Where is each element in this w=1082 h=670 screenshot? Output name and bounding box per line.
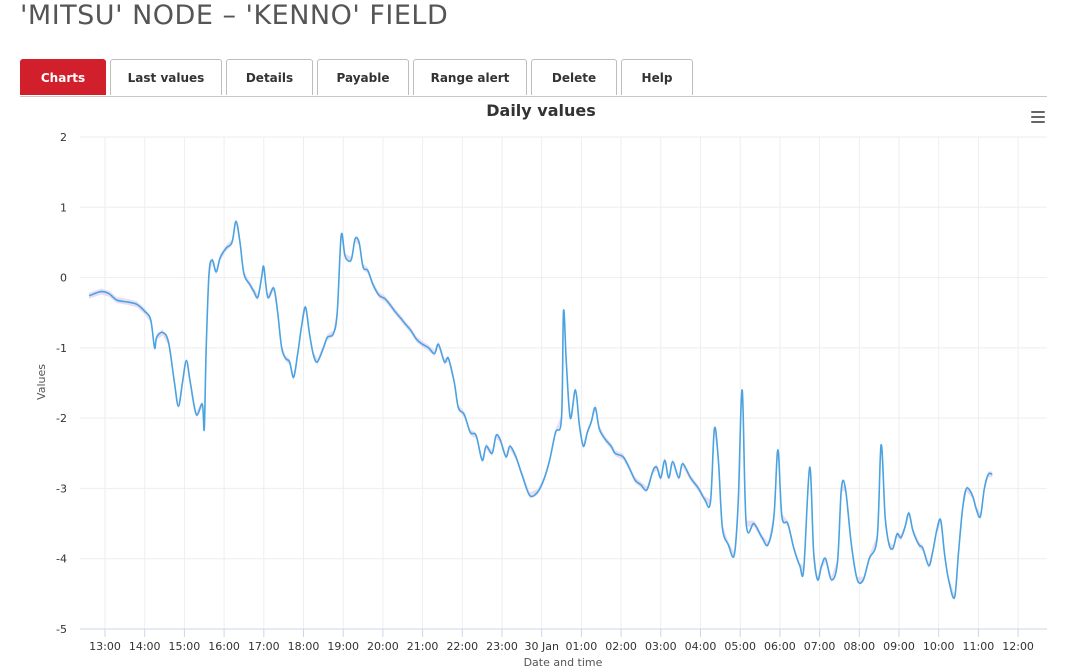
x-tick-label: 12:00 bbox=[1002, 640, 1034, 653]
x-axis-label: Date and time bbox=[524, 656, 603, 669]
tab-details[interactable]: Details bbox=[226, 59, 313, 95]
x-tick-label: 18:00 bbox=[288, 640, 320, 653]
y-tick-label: 0 bbox=[60, 272, 67, 285]
x-tick-label: 20:00 bbox=[367, 640, 399, 653]
hamburger-menu-icon[interactable] bbox=[1029, 108, 1047, 126]
x-tick-label: 11:00 bbox=[963, 640, 995, 653]
x-tick-label: 17:00 bbox=[248, 640, 280, 653]
x-tick-label: 08:00 bbox=[843, 640, 875, 653]
x-tick-label: 21:00 bbox=[407, 640, 439, 653]
y-tick-label: -3 bbox=[56, 482, 67, 495]
x-tick-label: 19:00 bbox=[327, 640, 359, 653]
chart-title: Daily values bbox=[486, 101, 596, 120]
y-tick-label: 1 bbox=[60, 201, 67, 214]
x-tick-label: 16:00 bbox=[208, 640, 240, 653]
y-tick-label: -5 bbox=[56, 623, 67, 636]
x-tick-label: 09:00 bbox=[883, 640, 915, 653]
tab-help[interactable]: Help bbox=[621, 59, 693, 95]
tab-delete[interactable]: Delete bbox=[531, 59, 617, 95]
x-tick-label: 15:00 bbox=[169, 640, 201, 653]
x-tick-label: 06:00 bbox=[764, 640, 796, 653]
y-tick-label: -1 bbox=[56, 342, 67, 355]
x-tick-label: 07:00 bbox=[804, 640, 836, 653]
x-tick-label: 10:00 bbox=[923, 640, 955, 653]
x-tick-label: 22:00 bbox=[446, 640, 478, 653]
y-tick-label: -4 bbox=[56, 553, 67, 566]
tab-charts[interactable]: Charts bbox=[20, 59, 106, 95]
grid-lines bbox=[80, 136, 1047, 630]
x-tick-label: 01:00 bbox=[566, 640, 598, 653]
tab-bar: Charts Last values Details Payable Range… bbox=[20, 59, 1047, 97]
x-tick-label: 03:00 bbox=[645, 640, 677, 653]
y-axis-label: Values bbox=[35, 364, 48, 400]
x-tick-label: 04:00 bbox=[685, 640, 717, 653]
x-axis-ticks: 13:00 14:00 15:00 16:00 17:00 18:00 19:00 20:00… bbox=[89, 629, 1034, 653]
tab-last-values[interactable]: Last values bbox=[110, 59, 222, 95]
page-title: 'MITSU' NODE – 'KENNO' FIELD bbox=[20, 0, 449, 31]
x-tick-label: 05:00 bbox=[724, 640, 756, 653]
x-tick-label: 30 Jan bbox=[524, 640, 558, 653]
y-axis-ticks: 2 1 0 -1 -2 -3 -4 -5 bbox=[56, 131, 67, 636]
x-tick-label: 02:00 bbox=[605, 640, 637, 653]
tab-range-alert[interactable]: Range alert bbox=[413, 59, 527, 95]
series-line bbox=[88, 220, 993, 600]
x-tick-label: 23:00 bbox=[486, 640, 518, 653]
x-tick-label: 14:00 bbox=[129, 640, 161, 653]
y-tick-label: 2 bbox=[60, 131, 67, 144]
y-tick-label: -2 bbox=[56, 412, 67, 425]
x-tick-label: 13:00 bbox=[89, 640, 121, 653]
tab-payable[interactable]: Payable bbox=[317, 59, 409, 95]
